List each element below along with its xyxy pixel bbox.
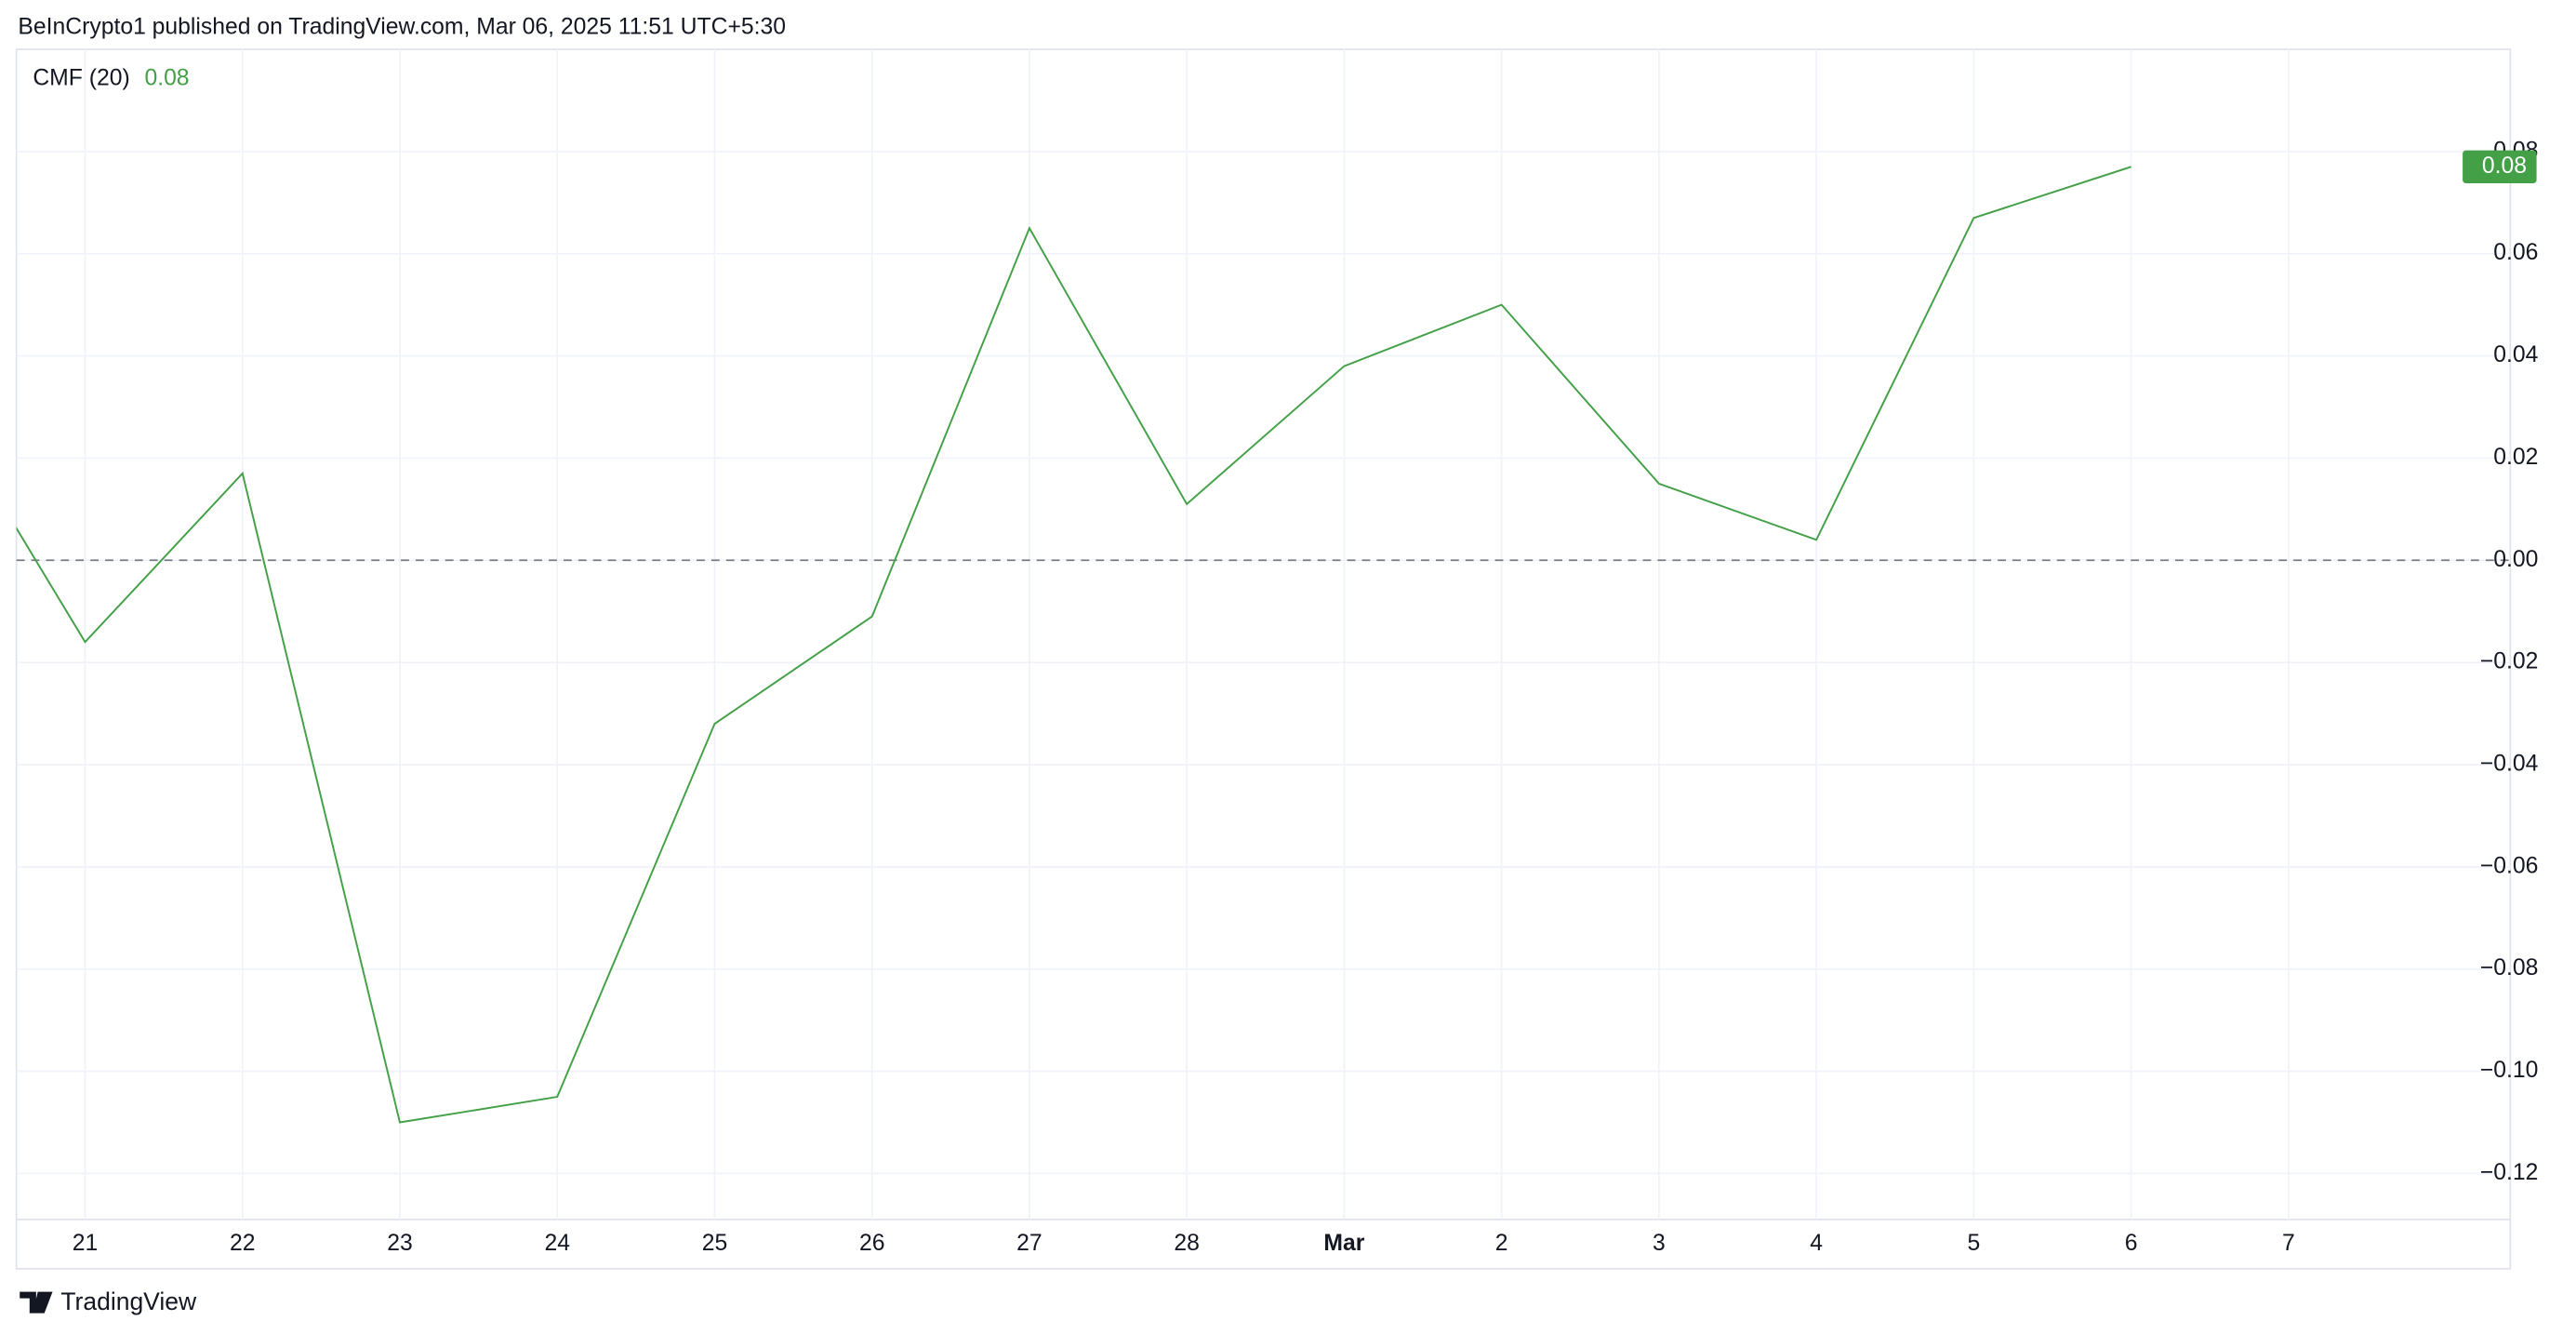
x-tick-label: 6 bbox=[2125, 1231, 2138, 1256]
last-value-label: 0.08 bbox=[2482, 153, 2527, 179]
labels: −0.12 −0.10 −0.08 −0.06 −0.04 −0.02 0.00 0.02 0.… bbox=[73, 138, 2539, 1256]
y-tick-label: 0.04 bbox=[2493, 342, 2538, 367]
x-tick-label: 25 bbox=[702, 1231, 727, 1256]
y-tick-label: −0.06 bbox=[2480, 853, 2539, 878]
x-tick-label: 5 bbox=[1967, 1231, 1980, 1256]
tradingview-logo bbox=[20, 1291, 53, 1314]
y-tick-label: −0.04 bbox=[2480, 752, 2539, 777]
y-tick-label: 0.06 bbox=[2493, 240, 2538, 265]
x-tick-label: Mar bbox=[1323, 1231, 1364, 1256]
x-tick-label: 7 bbox=[2282, 1231, 2295, 1256]
cmf-line bbox=[16, 166, 2131, 1124]
y-tick-label: −0.12 bbox=[2480, 1160, 2539, 1185]
x-tick-label: 28 bbox=[1174, 1231, 1199, 1256]
y-tick-label: 0.02 bbox=[2493, 445, 2538, 470]
x-tick-label: 22 bbox=[230, 1231, 255, 1256]
y-tick-label: −0.10 bbox=[2480, 1058, 2539, 1083]
plot bbox=[16, 166, 2511, 1124]
y-tick-label: −0.02 bbox=[2480, 649, 2539, 674]
x-tick-label: 26 bbox=[859, 1231, 884, 1256]
legend-value: 0.08 bbox=[144, 65, 189, 90]
publisher-line: BeInCrypto1 published on TradingView.com… bbox=[18, 15, 786, 40]
legend-indicator: CMF (20) bbox=[33, 65, 129, 90]
x-tick-label: 21 bbox=[73, 1231, 98, 1256]
x-tick-label: 3 bbox=[1653, 1231, 1666, 1256]
chart-frame bbox=[15, 48, 2512, 1270]
y-tick-label: −0.08 bbox=[2480, 955, 2539, 980]
x-tick-label: 4 bbox=[1810, 1231, 1823, 1256]
x-tick-label: 2 bbox=[1495, 1231, 1508, 1256]
x-tick-label: 24 bbox=[544, 1231, 570, 1256]
last-value-badge bbox=[2463, 150, 2537, 184]
x-tick-label: 23 bbox=[387, 1231, 412, 1256]
grid bbox=[16, 48, 2511, 1220]
brand: TradingView bbox=[60, 1287, 197, 1315]
x-tick-label: 27 bbox=[1016, 1231, 1042, 1256]
y-tick-label: 0.00 bbox=[2493, 547, 2538, 572]
